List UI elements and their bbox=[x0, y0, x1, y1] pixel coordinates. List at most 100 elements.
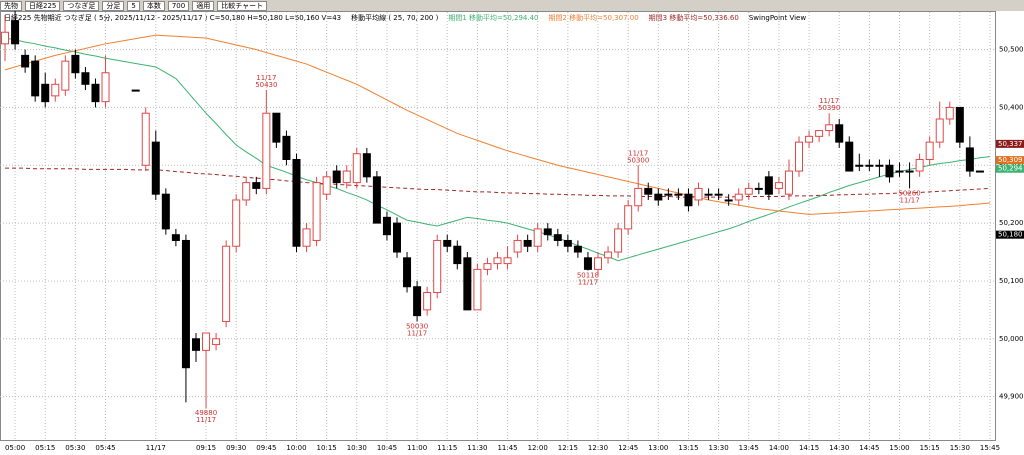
y-tick-label: 50,000 bbox=[999, 335, 1024, 343]
swing-price: 50430 bbox=[255, 81, 277, 89]
toolbar-item[interactable]: 比較チャート bbox=[217, 0, 268, 11]
candle-body bbox=[352, 153, 361, 184]
candle-body bbox=[101, 72, 110, 103]
x-tick-label: 11:45 bbox=[497, 444, 517, 452]
price-tag-label: 50,337 bbox=[998, 140, 1023, 148]
header-text: 移動平均線 ( 25, 70, 200 ) bbox=[351, 13, 438, 22]
x-tick-label: 09:15 bbox=[196, 444, 216, 452]
candle-body bbox=[825, 124, 834, 132]
toolbar: 先物 日経225 つなぎ足 分足 5 本数 700 適用 比較チャート bbox=[0, 0, 1024, 11]
candle-body bbox=[322, 176, 331, 195]
toolbar-item[interactable]: 本数 bbox=[142, 0, 165, 11]
swing-date: 11/17 bbox=[407, 329, 427, 337]
swing-price: 50118 bbox=[577, 272, 599, 280]
x-tick-label: 15:15 bbox=[920, 444, 940, 452]
toolbar-item[interactable]: 日経225 bbox=[25, 0, 61, 11]
candle-body bbox=[684, 193, 693, 207]
candle-body bbox=[272, 112, 281, 143]
header-text: SwingPoint View bbox=[749, 14, 806, 22]
price-tag-label: 50,180 bbox=[998, 231, 1023, 239]
toolbar-item[interactable]: 分足 bbox=[102, 0, 125, 11]
toolbar-item[interactable]: 700 bbox=[167, 0, 190, 11]
candle-body bbox=[463, 257, 472, 311]
swing-date: 11/17 bbox=[196, 416, 216, 424]
candle-body bbox=[91, 83, 100, 103]
candle-body bbox=[975, 170, 984, 173]
candle-body bbox=[754, 187, 763, 190]
candle-body bbox=[81, 72, 90, 85]
candle-body bbox=[332, 170, 341, 184]
candle-body bbox=[895, 170, 904, 173]
candle-body bbox=[1, 31, 10, 45]
candle-body bbox=[493, 257, 502, 265]
x-tick-label: 12:00 bbox=[528, 444, 548, 452]
x-tick-label: 15:45 bbox=[980, 444, 1000, 452]
x-tick-label: 05:00 bbox=[5, 444, 25, 452]
candle-body bbox=[945, 106, 954, 120]
candle-body bbox=[222, 245, 231, 322]
candle-body bbox=[433, 239, 442, 294]
candle-body bbox=[704, 193, 713, 196]
candle-body bbox=[191, 338, 200, 351]
x-tick-label: 11:15 bbox=[437, 444, 457, 452]
plot-border bbox=[0, 11, 996, 441]
swing-price: 50030 bbox=[406, 322, 428, 330]
candle-body bbox=[312, 182, 321, 241]
candle-body bbox=[403, 257, 412, 288]
swing-date: 11/17 bbox=[256, 74, 276, 82]
candle-body bbox=[242, 182, 251, 201]
candle-body bbox=[845, 141, 854, 172]
candle-body bbox=[443, 239, 452, 247]
candle-body bbox=[714, 193, 723, 196]
x-tick-label: 12:45 bbox=[618, 444, 638, 452]
price-tag bbox=[996, 156, 1024, 165]
candle-body bbox=[543, 228, 552, 236]
swing-date: 11/17 bbox=[578, 279, 598, 287]
candle-body bbox=[795, 141, 804, 172]
candle-body bbox=[604, 251, 613, 259]
candle-body bbox=[805, 135, 814, 143]
candle-body bbox=[392, 222, 401, 253]
candle-body bbox=[925, 141, 934, 160]
candle-body bbox=[915, 158, 924, 172]
candle-body bbox=[563, 239, 572, 247]
candle-body bbox=[764, 176, 773, 195]
candle-body bbox=[694, 187, 703, 201]
x-tick-label: 10:15 bbox=[317, 444, 337, 452]
swing-date: 11/17 bbox=[819, 97, 839, 105]
candle-body bbox=[553, 234, 562, 241]
y-tick-label: 49,900 bbox=[999, 393, 1024, 401]
candle-body bbox=[664, 193, 673, 196]
candle-body bbox=[232, 199, 241, 247]
swing-price: 49880 bbox=[195, 409, 217, 417]
candle-body bbox=[935, 118, 944, 143]
x-tick-label: 14:45 bbox=[859, 444, 879, 452]
candle-body bbox=[965, 147, 974, 172]
chart: 日経225 先物期近 つなぎ足 ( 5分, 2025/11/12 - 2025/… bbox=[0, 11, 1024, 452]
x-tick-label: 11/17 bbox=[146, 444, 166, 452]
y-tick-label: 50,400 bbox=[999, 103, 1024, 111]
x-tick-label: 13:15 bbox=[678, 444, 698, 452]
y-tick-label: 50,100 bbox=[999, 277, 1024, 285]
candle-body bbox=[583, 257, 592, 270]
candle-body bbox=[292, 158, 301, 247]
price-tag-label: 50,309 bbox=[998, 156, 1023, 164]
candle-body bbox=[483, 263, 492, 270]
x-tick-label: 13:45 bbox=[739, 444, 759, 452]
toolbar-item[interactable]: 5 bbox=[127, 0, 140, 11]
header-text: 期間1 移動平均=50,294.40 bbox=[448, 13, 538, 22]
candle-body bbox=[654, 193, 663, 201]
candle-body bbox=[724, 199, 733, 202]
toolbar-item[interactable]: つなぎ足 bbox=[63, 0, 100, 11]
candle-body bbox=[212, 338, 221, 346]
swing-date: 11/17 bbox=[899, 196, 919, 204]
toolbar-item[interactable]: 先物 bbox=[0, 0, 22, 11]
moving-average bbox=[4, 34, 991, 215]
candle-body bbox=[644, 187, 653, 195]
moving-average bbox=[5, 167, 991, 198]
x-tick-label: 14:15 bbox=[799, 444, 819, 452]
toolbar-item[interactable]: 適用 bbox=[192, 0, 215, 11]
swing-price: 50300 bbox=[627, 156, 649, 164]
candle-body bbox=[744, 187, 753, 195]
